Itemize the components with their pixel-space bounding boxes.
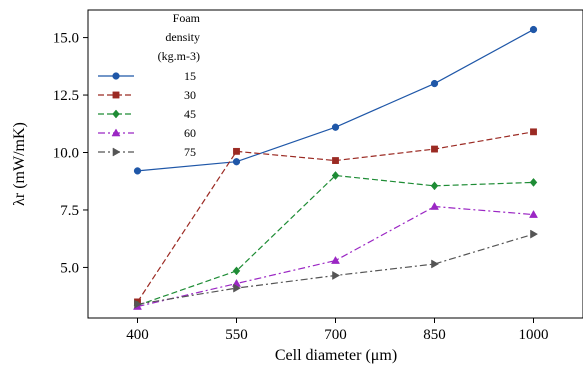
triangle-up-marker <box>111 128 121 137</box>
y-tick-label: 12.5 <box>53 88 79 104</box>
circle-marker <box>430 79 439 88</box>
series-line <box>137 205 534 308</box>
series-line <box>137 174 534 306</box>
triangle-up-marker <box>331 255 340 264</box>
square-marker <box>112 91 120 99</box>
legend-entry: 15 <box>98 69 196 83</box>
y-axis-label: λr (mW/mK) <box>11 122 28 206</box>
series-15 <box>133 25 538 175</box>
square-marker <box>332 157 339 164</box>
triangle-up-marker <box>430 201 439 210</box>
x-tick-label: 700 <box>324 327 347 343</box>
series-75 <box>134 229 539 309</box>
y-axis-ticks: 5.0 7.5 10.0 12.5 15.0 <box>53 31 88 276</box>
circle-marker <box>529 25 538 34</box>
y-tick-label: 10.0 <box>53 146 79 162</box>
legend-title-line: (kg.m-3) <box>158 49 200 63</box>
diamond-marker <box>430 181 439 191</box>
series-layer <box>133 25 539 310</box>
triangle-right-marker <box>233 283 242 293</box>
x-tick-label: 400 <box>126 327 149 343</box>
x-tick-label: 1000 <box>519 327 549 343</box>
triangle-right-marker <box>530 229 539 239</box>
legend-label: 30 <box>184 88 196 102</box>
legend-label: 75 <box>184 145 196 159</box>
legend-entry: 45 <box>98 107 196 121</box>
x-axis-ticks: 400 550 700 850 1000 <box>126 318 549 343</box>
series-30 <box>134 128 537 306</box>
square-marker <box>530 128 537 136</box>
legend-label: 15 <box>184 69 196 83</box>
y-tick-label: 15.0 <box>53 31 79 47</box>
circle-marker <box>112 72 120 80</box>
legend-label: 60 <box>184 126 196 140</box>
legend-label: 45 <box>184 107 196 121</box>
legend-title-line: Foam <box>173 11 201 25</box>
legend: Foam density (kg.m-3) 15 30 45 60 75 <box>98 11 201 159</box>
series-60 <box>133 201 538 310</box>
circle-marker <box>331 123 340 131</box>
triangle-right-marker <box>431 259 440 269</box>
circle-marker <box>232 158 241 166</box>
y-tick-label: 7.5 <box>60 203 79 219</box>
triangle-right-marker <box>112 147 121 157</box>
x-tick-label: 550 <box>225 327 248 343</box>
legend-entry: 60 <box>98 126 196 140</box>
series-line <box>137 233 534 305</box>
legend-title-line: density <box>165 30 200 44</box>
diamond-marker <box>331 171 340 180</box>
x-tick-label: 850 <box>423 327 446 343</box>
legend-entry: 30 <box>98 88 196 102</box>
triangle-right-marker <box>134 299 143 309</box>
y-tick-label: 5.0 <box>60 260 79 276</box>
diamond-marker <box>112 109 120 119</box>
diamond-marker <box>232 266 241 276</box>
circle-marker <box>133 167 142 175</box>
triangle-up-marker <box>529 210 538 218</box>
square-marker <box>233 147 240 155</box>
diamond-marker <box>529 177 538 187</box>
square-marker <box>431 145 438 153</box>
legend-entry: 75 <box>98 145 196 159</box>
x-axis-label: Cell diameter (μm) <box>275 347 397 364</box>
triangle-right-marker <box>332 270 341 280</box>
series-45 <box>133 171 538 310</box>
